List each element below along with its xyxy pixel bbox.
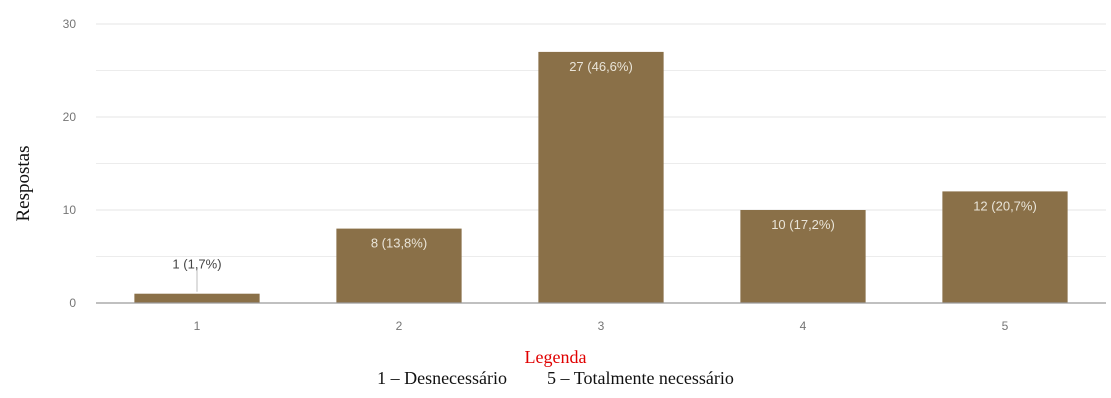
x-tick-label: 4: [800, 319, 807, 333]
legend-title: Legenda: [524, 347, 587, 367]
data-label: 8 (13,8%): [371, 236, 427, 251]
data-label: 10 (17,2%): [771, 217, 835, 232]
x-tick-label: 5: [1002, 319, 1009, 333]
data-label: 1 (1,7%): [172, 257, 221, 272]
bar: [538, 51, 664, 304]
x-tick-label: 1: [194, 319, 201, 333]
legend-item-high: 5 – Totalmente necessário: [547, 368, 734, 388]
x-tick-label: 3: [598, 319, 605, 333]
data-label: 27 (46,6%): [569, 59, 633, 74]
x-tick-label: 2: [396, 319, 403, 333]
legend-item-low: 1 – Desnecessário: [377, 368, 508, 388]
bar: [740, 210, 866, 303]
data-label: 12 (20,7%): [973, 198, 1037, 213]
y-axis-title: Respostas: [13, 146, 34, 222]
y-tick-label: 30: [63, 17, 77, 31]
bar: [134, 293, 260, 303]
chart-svg: 0 10 20 30 Respostas 1 (1,7%) 1 8 (13,8%) 2 27 (4…: [13, 17, 1106, 333]
y-tick-label: 20: [63, 110, 77, 124]
bar: [942, 191, 1068, 303]
legend-items: 1 – Desnecessário 5 – Totalmente necessár…: [0, 368, 1111, 388]
y-tick-label: 0: [69, 296, 76, 310]
bar: [336, 228, 462, 303]
y-tick-label: 10: [63, 203, 77, 217]
